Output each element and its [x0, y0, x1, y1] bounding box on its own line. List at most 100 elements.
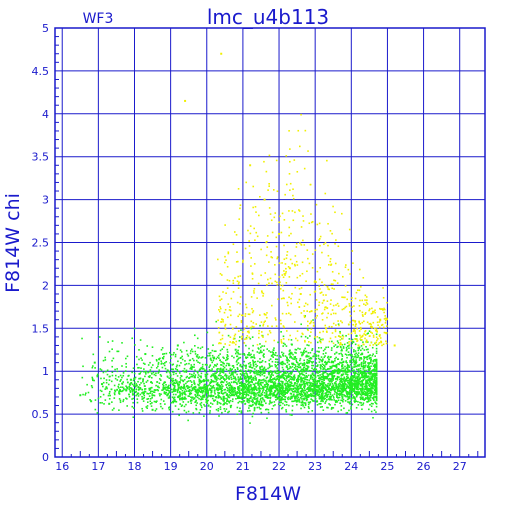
density-point: [351, 355, 354, 358]
density-point: [127, 381, 129, 384]
density-point: [287, 265, 290, 268]
density-point: [155, 358, 158, 361]
density-point: [283, 389, 286, 392]
density-point: [367, 392, 370, 395]
density-point: [168, 384, 170, 387]
density-point: [262, 324, 264, 327]
density-point: [107, 383, 110, 386]
density-point: [121, 390, 123, 393]
density-point: [284, 193, 286, 196]
density-point: [347, 393, 349, 396]
density-point: [246, 330, 249, 333]
density-point: [374, 309, 376, 312]
density-point: [373, 372, 376, 375]
density-point: [245, 393, 248, 396]
density-point: [298, 401, 301, 403]
density-point: [288, 350, 291, 352]
density-point: [269, 375, 272, 377]
density-point: [349, 321, 352, 323]
density-point: [346, 384, 348, 386]
density-point: [104, 359, 107, 361]
density-point: [348, 228, 351, 231]
density-point: [236, 363, 238, 366]
density-point: [273, 347, 275, 349]
density-point: [287, 373, 290, 375]
density-point: [285, 257, 288, 260]
density-point: [228, 410, 230, 413]
density-point: [266, 417, 268, 420]
density-point: [257, 394, 260, 397]
density-point: [349, 400, 352, 403]
density-point: [102, 359, 105, 362]
density-point: [372, 321, 375, 324]
density-point: [334, 378, 337, 380]
density-point: [341, 393, 344, 396]
density-point: [262, 398, 264, 401]
density-point: [341, 308, 344, 311]
density-point: [195, 404, 198, 407]
density-point: [215, 395, 218, 398]
density-point: [302, 382, 305, 384]
density-point: [227, 252, 230, 255]
density-point: [372, 416, 374, 419]
density-point: [199, 379, 202, 382]
density-point: [364, 362, 366, 364]
density-point: [309, 378, 312, 380]
density-point: [309, 351, 312, 354]
density-point: [361, 352, 364, 355]
density-point: [200, 372, 203, 375]
density-point: [327, 355, 330, 358]
density-point: [170, 353, 172, 356]
density-point: [304, 389, 307, 392]
density-point: [345, 387, 348, 390]
density-point: [227, 369, 230, 372]
density-point: [236, 260, 239, 263]
density-point: [243, 354, 246, 356]
density-point: [362, 364, 365, 367]
density-point: [375, 368, 378, 371]
density-point: [139, 387, 142, 390]
density-point: [293, 395, 295, 398]
density-point: [265, 254, 268, 257]
density-point: [230, 394, 233, 397]
density-point: [294, 356, 297, 358]
density-point: [204, 392, 207, 394]
density-point: [290, 339, 293, 341]
density-point: [252, 344, 254, 347]
density-point: [248, 389, 251, 391]
density-point: [329, 383, 332, 385]
density-point: [94, 408, 97, 411]
density-point: [237, 392, 239, 394]
density-point: [323, 382, 325, 384]
density-point: [248, 401, 250, 404]
density-point: [369, 362, 372, 364]
density-point: [311, 362, 314, 364]
density-point: [275, 393, 278, 396]
density-point: [364, 330, 367, 332]
density-point: [320, 356, 323, 358]
density-point: [358, 374, 360, 377]
density-point: [375, 370, 378, 372]
density-point: [130, 387, 133, 389]
density-point: [335, 364, 338, 367]
density-point: [345, 349, 348, 352]
density-point: [324, 384, 327, 386]
density-point: [365, 374, 368, 377]
density-point: [232, 372, 234, 374]
density-point: [172, 397, 175, 400]
density-point: [336, 369, 339, 371]
density-point: [209, 358, 212, 360]
density-point: [302, 220, 305, 222]
density-point: [321, 381, 324, 383]
density-point: [357, 386, 360, 388]
density-point: [154, 374, 157, 377]
density-point: [252, 392, 255, 395]
density-point: [328, 398, 331, 401]
density-point: [194, 374, 197, 376]
density-point: [237, 283, 240, 285]
density-point: [367, 379, 370, 382]
density-point: [304, 392, 306, 394]
density-point: [258, 332, 260, 335]
density-point: [174, 382, 177, 385]
density-point: [274, 381, 276, 383]
